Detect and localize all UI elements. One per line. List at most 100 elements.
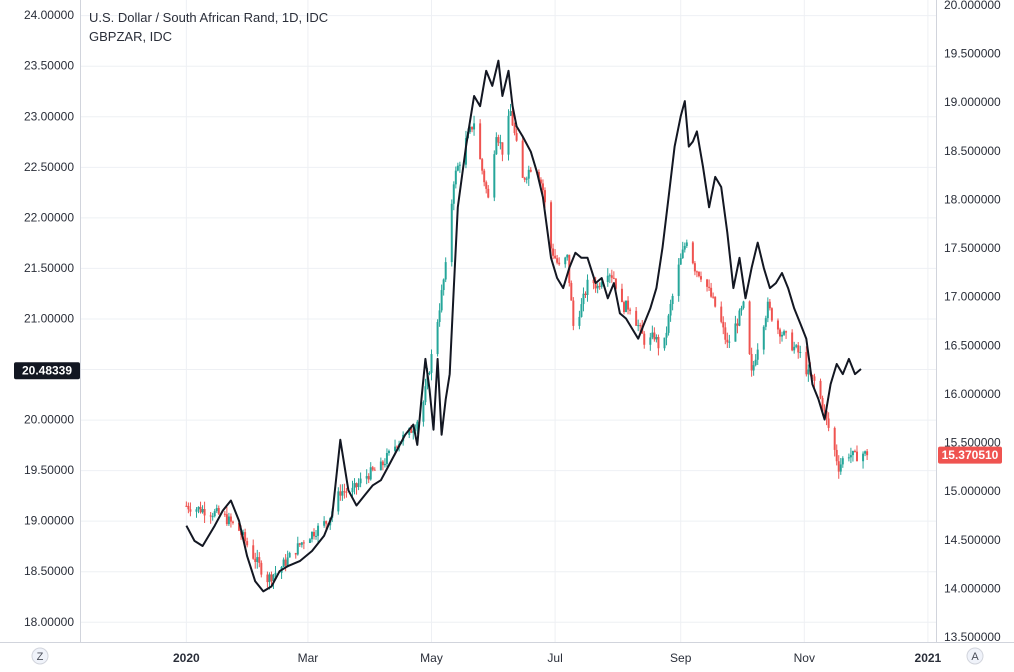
- candle-body: [627, 300, 630, 310]
- candle-body: [442, 279, 445, 291]
- right-tick-label: 18.000000: [944, 192, 1001, 206]
- candle-body: [258, 557, 261, 563]
- candle-body: [452, 184, 455, 204]
- candle-body: [523, 177, 526, 180]
- candle-body: [341, 491, 344, 496]
- candle-body: [369, 467, 372, 480]
- candle-body: [635, 310, 638, 326]
- candle-body: [726, 339, 729, 343]
- left-tick-label: 22.50000: [24, 160, 74, 174]
- candle-body: [483, 170, 486, 183]
- candle-body: [785, 331, 788, 333]
- candle-body: [653, 332, 656, 340]
- candle-body: [827, 418, 830, 428]
- candle-body: [823, 410, 826, 412]
- candle-body: [231, 521, 234, 523]
- candle-body: [637, 325, 640, 327]
- candle-body: [302, 542, 305, 544]
- candle-body: [625, 300, 628, 313]
- candle-body: [211, 516, 214, 518]
- candle-body: [764, 318, 767, 327]
- candle-body: [793, 346, 796, 351]
- candle-body: [422, 402, 425, 422]
- candle-body: [367, 476, 370, 480]
- auto-scale-right-button[interactable]: A: [966, 647, 984, 665]
- chart-subtitle: GBPZAR, IDC: [89, 29, 172, 44]
- candle-body: [811, 374, 814, 377]
- candle-body: [357, 483, 360, 488]
- usdzar-candles: [185, 103, 869, 590]
- candle-body: [564, 257, 567, 265]
- right-last-value-tag: 15.370510: [938, 446, 1002, 464]
- candle-body: [527, 169, 530, 179]
- candle-body: [714, 296, 717, 307]
- candle-body: [282, 559, 285, 567]
- candle-body: [396, 446, 399, 448]
- right-tick-label: 19.000000: [944, 95, 1001, 109]
- candle-body: [813, 376, 816, 381]
- candle-body: [805, 351, 808, 375]
- candle-body: [217, 508, 220, 514]
- time-axis-ticks: 2020 Mar May Jul Sep Nov 2021: [173, 651, 942, 665]
- candle-body: [238, 522, 241, 531]
- candle-body: [847, 457, 850, 459]
- auto-scale-left-button[interactable]: Z: [31, 647, 49, 665]
- candle-body: [608, 275, 611, 277]
- candle-body: [270, 574, 273, 582]
- candle-body: [783, 331, 786, 335]
- time-tick-label: May: [420, 651, 443, 665]
- time-tick-label: Jul: [547, 651, 562, 665]
- candle-body: [853, 450, 856, 452]
- candle-body: [768, 301, 771, 309]
- time-tick-label: Nov: [794, 651, 815, 665]
- candle-body: [752, 365, 755, 371]
- candle-body: [495, 137, 498, 155]
- candle-body: [821, 398, 824, 411]
- candle-body: [337, 491, 340, 512]
- candle-body: [201, 509, 204, 513]
- right-last-value-text: 15.370510: [942, 448, 999, 462]
- candle-body: [225, 514, 228, 525]
- candle-body: [424, 386, 427, 403]
- candle-body: [256, 557, 259, 562]
- candle-body: [373, 469, 376, 471]
- candle-body: [740, 307, 743, 311]
- candle-body: [444, 262, 447, 280]
- candle-body: [385, 453, 388, 464]
- candle-body: [254, 558, 257, 562]
- candle-body: [750, 353, 753, 371]
- candle-body: [819, 380, 822, 399]
- candle-body: [839, 464, 842, 472]
- candle-body: [223, 513, 226, 515]
- candle-body: [416, 421, 419, 429]
- right-tick-label: 15.000000: [944, 484, 1001, 498]
- left-last-value-text: 20.48339: [22, 364, 72, 378]
- candle-body: [837, 461, 840, 472]
- candle-body: [537, 171, 540, 180]
- gbpzar-line: [185, 59, 862, 593]
- candle-body: [667, 315, 670, 333]
- left-tick-label: 23.50000: [24, 59, 74, 73]
- candle-body: [272, 574, 275, 582]
- candle-body: [756, 349, 759, 360]
- candle-body: [456, 165, 459, 171]
- candle-body: [851, 450, 854, 456]
- candle-body: [381, 461, 384, 466]
- candle-body: [649, 337, 652, 345]
- candle-body: [663, 337, 666, 349]
- candle-body: [734, 323, 737, 342]
- time-tick-label: Sep: [670, 651, 692, 665]
- candle-body: [592, 279, 595, 284]
- candle-body: [762, 326, 765, 350]
- candle-body: [310, 531, 313, 540]
- candle-body: [728, 341, 731, 343]
- candle-body: [379, 461, 382, 471]
- candle-body: [556, 258, 559, 263]
- candle-body: [286, 557, 289, 566]
- candle-body: [835, 449, 838, 462]
- candle-body: [558, 262, 561, 265]
- candle-body: [695, 271, 698, 273]
- candle-body: [252, 545, 255, 559]
- candle-body: [572, 300, 575, 326]
